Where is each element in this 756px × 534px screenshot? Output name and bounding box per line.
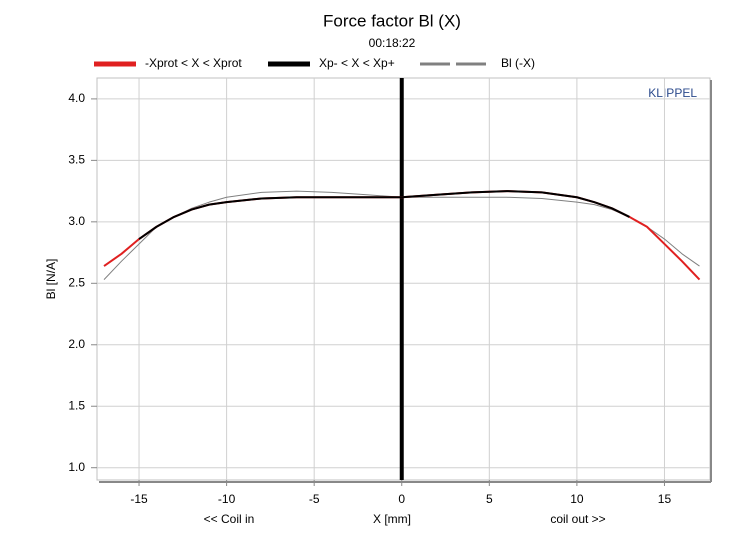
x-axis-label: X [mm] xyxy=(373,512,411,526)
y-tick-label: 1.0 xyxy=(68,460,85,474)
y-tick-label: 4.0 xyxy=(68,91,85,105)
x-tick-label: 10 xyxy=(570,492,584,506)
chart-subtitle: 00:18:22 xyxy=(369,36,416,50)
x-tick-label: -5 xyxy=(309,492,320,506)
y-tick-label: 3.5 xyxy=(68,153,85,167)
y-axis-label: Bl [N/A] xyxy=(44,259,58,300)
chart-title: Force factor Bl (X) xyxy=(323,11,461,30)
x-tick-label: -10 xyxy=(218,492,236,506)
legend-label: Bl (-X) xyxy=(501,56,535,70)
annotation: coil out >> xyxy=(550,512,605,526)
x-tick-label: 0 xyxy=(398,492,405,506)
data-line xyxy=(138,190,630,240)
annotation: << Coil in xyxy=(204,512,255,526)
x-tick-label: -15 xyxy=(130,492,148,506)
y-tick-label: 2.5 xyxy=(68,275,85,289)
legend-label: -Xprot < X < Xprot xyxy=(145,56,242,70)
legend-label: Xp- < X < Xp+ xyxy=(319,56,395,70)
y-tick-label: 3.0 xyxy=(68,214,85,228)
y-tick-label: 2.0 xyxy=(68,337,85,351)
y-tick-label: 1.5 xyxy=(68,398,85,412)
x-tick-label: 5 xyxy=(486,492,493,506)
annotation: KLIPPEL xyxy=(648,86,697,100)
x-tick-label: 15 xyxy=(658,492,672,506)
